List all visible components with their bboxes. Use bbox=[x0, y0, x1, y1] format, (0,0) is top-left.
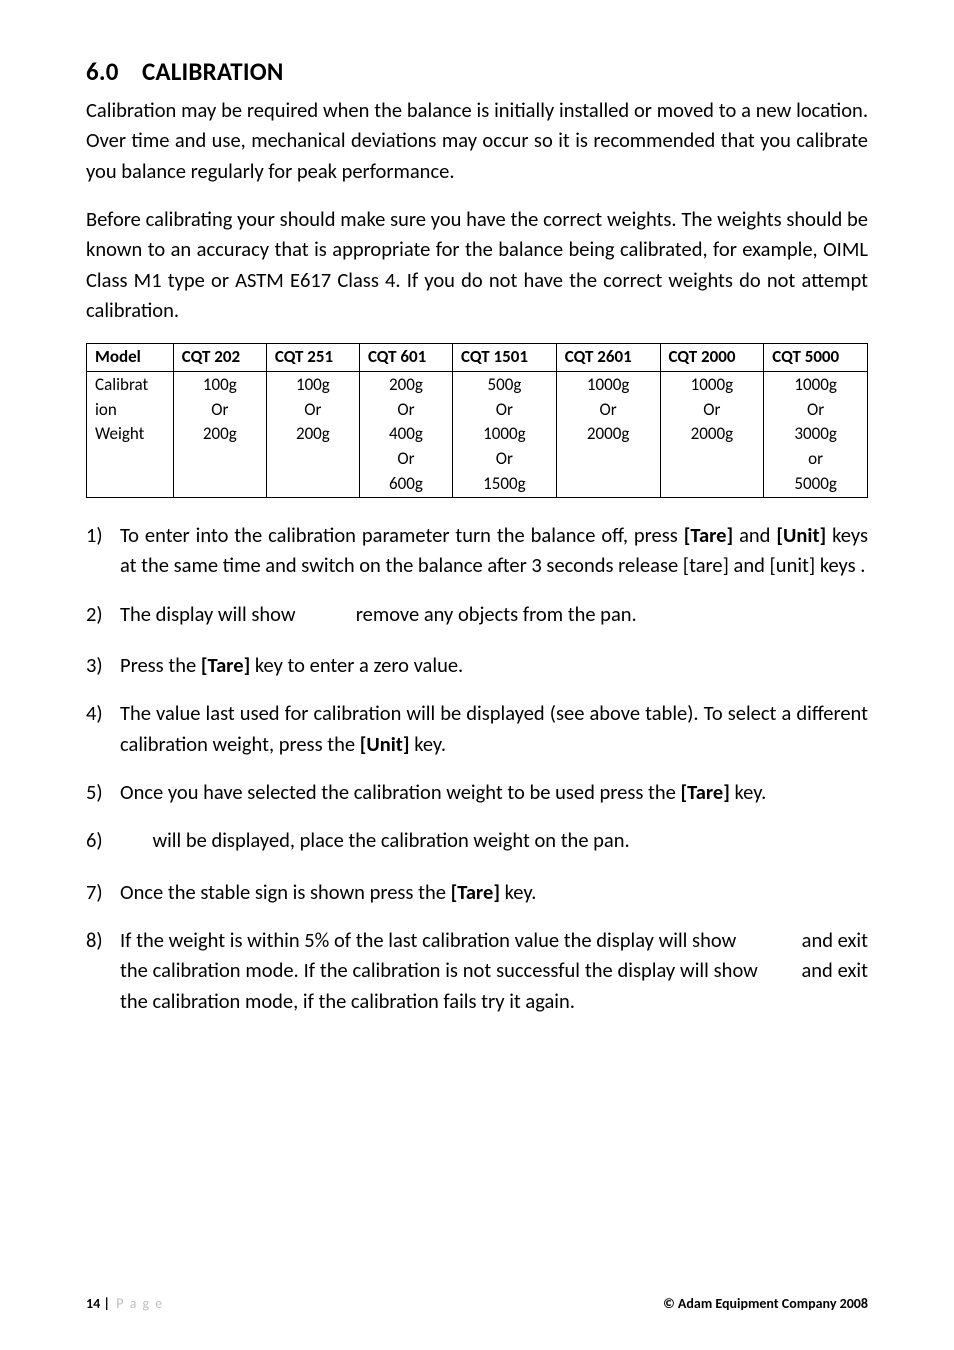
cell-cqt601: 200g Or 400g Or 600g bbox=[359, 371, 452, 497]
cell-cqt2000: 1000g Or 2000g bbox=[660, 371, 764, 497]
th-cqt2000: CQT 2000 bbox=[660, 344, 764, 372]
rowhead-line1: Calibrat bbox=[95, 373, 165, 398]
th-cqt1501: CQT 1501 bbox=[453, 344, 557, 372]
page-number: 14 | bbox=[86, 1295, 110, 1312]
key-unit: [Unit] bbox=[776, 522, 826, 548]
th-cqt251: CQT 251 bbox=[266, 344, 359, 372]
step-8: If the weight is within 5% of the last c… bbox=[86, 925, 868, 1016]
th-cqt601: CQT 601 bbox=[359, 344, 452, 372]
table-header-row: Model CQT 202 CQT 251 CQT 601 CQT 1501 C… bbox=[87, 344, 868, 372]
rowhead-line2: ion bbox=[95, 398, 165, 423]
footer-left: 14 | P a g e bbox=[86, 1295, 164, 1312]
step-3: Press the [Tare] key to enter a zero val… bbox=[86, 650, 868, 680]
cell-cqt1501: 500g Or 1000g Or 1500g bbox=[453, 371, 557, 497]
cell-cqt5000: 1000g Or 3000g or 5000g bbox=[764, 371, 868, 497]
step-7: Once the stable sign is shown press the … bbox=[86, 877, 868, 907]
cell-cqt2601: 1000g Or 2000g bbox=[556, 371, 660, 497]
step-6: will be displayed, place the calibration… bbox=[86, 825, 868, 858]
key-unit: [Unit] bbox=[360, 731, 410, 757]
rowhead-line3: Weight bbox=[95, 422, 165, 447]
cell-cqt251: 100g Or 200g bbox=[266, 371, 359, 497]
key-tare: [Tare] bbox=[680, 779, 729, 805]
footer: 14 | P a g e © Adam Equipment Company 20… bbox=[86, 1295, 868, 1312]
step-4: The value last used for calibration will… bbox=[86, 698, 868, 759]
intro-paragraph-2: Before calibrating your should make sure… bbox=[86, 204, 868, 325]
key-tare: [Tare] bbox=[684, 522, 733, 548]
step-2: The display will show remove any objects… bbox=[86, 599, 868, 632]
th-cqt5000: CQT 5000 bbox=[764, 344, 868, 372]
page: 6.0CALIBRATION Calibration may be requir… bbox=[0, 0, 954, 1350]
calibration-table: Model CQT 202 CQT 251 CQT 601 CQT 1501 C… bbox=[86, 343, 868, 498]
cell-cqt202: 100g Or 200g bbox=[173, 371, 266, 497]
section-heading: 6.0CALIBRATION bbox=[86, 56, 868, 87]
key-tare: [Tare] bbox=[451, 879, 500, 905]
intro-paragraph-1: Calibration may be required when the bal… bbox=[86, 95, 868, 186]
th-cqt202: CQT 202 bbox=[173, 344, 266, 372]
step-1: To enter into the calibration parameter … bbox=[86, 520, 868, 581]
rowhead-calibration-weight: Calibrat ion Weight bbox=[87, 371, 174, 497]
page-label: P a g e bbox=[116, 1295, 164, 1312]
section-number: 6.0 bbox=[86, 56, 142, 87]
table-row: Calibrat ion Weight 100g Or 200g 100g Or… bbox=[87, 371, 868, 497]
calibration-steps: To enter into the calibration parameter … bbox=[86, 520, 868, 1016]
footer-copyright: © Adam Equipment Company 2008 bbox=[663, 1295, 868, 1312]
key-tare: [Tare] bbox=[201, 652, 250, 678]
section-title: CALIBRATION bbox=[142, 56, 284, 87]
th-cqt2601: CQT 2601 bbox=[556, 344, 660, 372]
step-5: Once you have selected the calibration w… bbox=[86, 777, 868, 807]
th-model: Model bbox=[87, 344, 174, 372]
